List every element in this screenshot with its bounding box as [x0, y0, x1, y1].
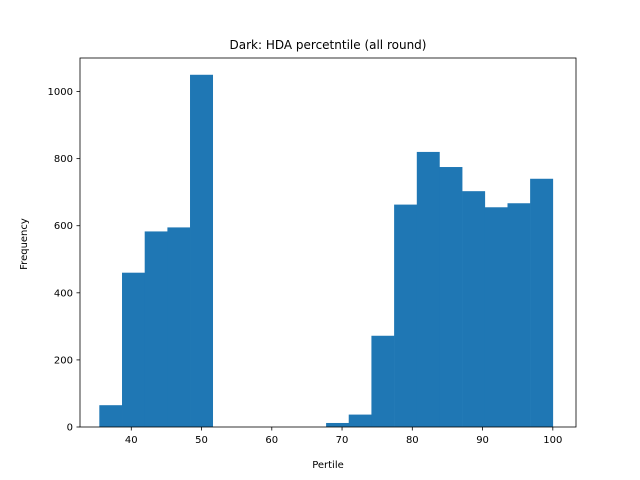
x-axis-ticks: 40 50 60 70 80 90 100: [125, 427, 562, 446]
histogram-bar-1: [122, 272, 146, 427]
y-axis-ticks: 0 200 400 600 800 1000: [48, 87, 80, 434]
histogram-bar-17: [484, 207, 508, 427]
histogram-bar-16: [462, 191, 486, 427]
x-tick-label-0: 40: [125, 435, 138, 446]
histogram-bar-19: [530, 178, 554, 427]
histogram-bar-0: [99, 405, 123, 427]
histogram-bar-14: [416, 151, 440, 427]
bars-group: [99, 74, 554, 428]
y-axis-label: Frequency: [19, 218, 30, 270]
x-tick-label-6: 100: [543, 435, 562, 446]
chart-title: Dark: HDA percetntile (all round): [230, 38, 427, 52]
y-tick-label-4: 800: [54, 154, 73, 165]
histogram-bar-15: [439, 167, 463, 428]
histogram-bar-4: [190, 74, 214, 427]
histogram-bar-18: [507, 203, 531, 427]
y-tick-label-2: 400: [54, 288, 73, 299]
x-tick-label-4: 80: [406, 435, 419, 446]
x-axis-label: Pertile: [312, 460, 344, 471]
y-tick-label-1: 200: [54, 355, 73, 366]
x-tick-label-5: 90: [476, 435, 489, 446]
x-tick-label-3: 70: [336, 435, 349, 446]
y-tick-label-3: 600: [54, 221, 73, 232]
histogram-bar-3: [167, 227, 191, 427]
x-tick-label-1: 50: [195, 435, 208, 446]
x-tick-label-2: 60: [265, 435, 278, 446]
y-tick-label-5: 1000: [48, 87, 73, 98]
histogram-bar-12: [371, 335, 395, 427]
histogram-bar-13: [394, 204, 418, 427]
histogram-bar-10: [326, 422, 350, 427]
histogram-bar-11: [348, 414, 372, 427]
y-tick-label-0: 0: [67, 423, 73, 434]
histogram-bar-2: [144, 231, 168, 427]
plot-frame: [79, 57, 577, 428]
